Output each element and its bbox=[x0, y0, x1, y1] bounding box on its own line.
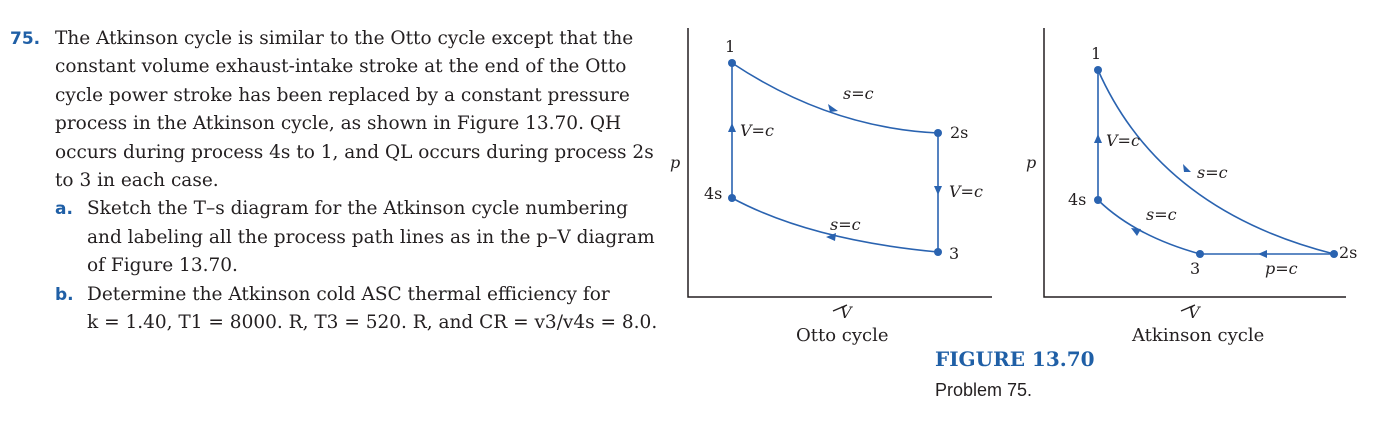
otto-process-label: s=c bbox=[830, 215, 861, 234]
part-b-line: Determine the Atkinson cold ASC thermal … bbox=[87, 283, 610, 305]
atkinson-arrow-expansion bbox=[1183, 164, 1191, 172]
part-b-label: b. bbox=[55, 284, 74, 305]
otto-process-label: V=c bbox=[740, 121, 774, 140]
otto-axes bbox=[687, 28, 992, 298]
problem-line: to 3 in each case. bbox=[55, 170, 219, 191]
otto-label-point-1: 1 bbox=[725, 37, 735, 56]
problem-line: process in the Atkinson cycle, as shown … bbox=[55, 113, 622, 135]
otto-diagram: p V Otto cycle 1 2s 3 4s s=c V=c V=c s=c bbox=[670, 28, 992, 346]
atkinson-label-point-2s: 2s bbox=[1339, 243, 1357, 262]
problem-line: cycle power stroke has been replaced by … bbox=[55, 84, 630, 106]
atkinson-arrow-heat bbox=[1094, 134, 1102, 143]
figure-subtitle: Problem 75. bbox=[935, 380, 1033, 400]
otto-process-label: V=c bbox=[949, 182, 983, 201]
figure-title: FIGURE 13.70 bbox=[935, 347, 1095, 371]
otto-point-4s bbox=[728, 194, 736, 202]
otto-arrow-compression bbox=[826, 233, 836, 241]
otto-caption: Otto cycle bbox=[796, 325, 889, 346]
otto-x-axis-strike bbox=[832, 304, 848, 312]
otto-arrow-heat bbox=[728, 123, 736, 132]
otto-process-label: s=c bbox=[843, 84, 874, 103]
atkinson-point-2s bbox=[1330, 250, 1338, 258]
otto-point-3 bbox=[934, 248, 942, 256]
otto-y-axis-label: p bbox=[670, 153, 680, 172]
atkinson-process-label: p=c bbox=[1265, 259, 1298, 278]
atkinson-isentropic-expansion bbox=[1097, 69, 1335, 255]
part-a-line: of Figure 13.70. bbox=[87, 255, 238, 277]
otto-isentropic-expansion bbox=[731, 62, 939, 134]
otto-point-2s bbox=[934, 129, 942, 137]
atkinson-point-3 bbox=[1196, 250, 1204, 258]
atkinson-diagram: p V Atkinson cycle 1 2s 3 4s V=c s=c s=c… bbox=[1026, 28, 1357, 346]
atkinson-arrow-pressure bbox=[1258, 250, 1267, 258]
atkinson-process-label: s=c bbox=[1146, 205, 1177, 224]
atkinson-x-axis-strike bbox=[1180, 304, 1196, 312]
atkinson-axes bbox=[1043, 28, 1346, 298]
otto-arrow-exhaust bbox=[934, 186, 942, 195]
problem-line: occurs during process 4s to 1, and QL oc… bbox=[55, 141, 654, 163]
otto-x-axis-label: V bbox=[840, 303, 853, 322]
part-b-line: k = 1.40, T1 = 8000. R, T3 = 520. R, and… bbox=[87, 312, 658, 333]
atkinson-label-point-4s: 4s bbox=[1068, 190, 1086, 209]
atkinson-point-1 bbox=[1094, 66, 1102, 74]
atkinson-x-axis-label: V bbox=[1188, 303, 1201, 322]
part-a-line: Sketch the T–s diagram for the Atkinson … bbox=[87, 198, 628, 220]
otto-label-point-2s: 2s bbox=[950, 123, 968, 142]
atkinson-isentropic-compression bbox=[1097, 199, 1201, 255]
problem-line: constant volume exhaust-intake stroke at… bbox=[55, 56, 627, 78]
part-a-label: a. bbox=[55, 199, 73, 220]
otto-label-point-4s: 4s bbox=[704, 184, 722, 203]
otto-arrow-expansion bbox=[828, 104, 838, 112]
otto-label-point-3: 3 bbox=[949, 244, 959, 263]
atkinson-point-4s bbox=[1094, 196, 1102, 204]
problem-line: The Atkinson cycle is similar to the Ott… bbox=[55, 28, 634, 49]
otto-isentropic-compression bbox=[731, 197, 939, 253]
atkinson-process-label: V=c bbox=[1106, 131, 1140, 150]
part-a-line: and labeling all the process path lines … bbox=[87, 226, 655, 248]
atkinson-arrow-compression bbox=[1131, 228, 1141, 236]
atkinson-process-label: s=c bbox=[1197, 163, 1228, 182]
atkinson-y-axis-label: p bbox=[1026, 153, 1036, 172]
problem-number: 75. bbox=[10, 29, 41, 49]
otto-point-1 bbox=[728, 59, 736, 67]
atkinson-label-point-1: 1 bbox=[1091, 44, 1101, 63]
atkinson-caption: Atkinson cycle bbox=[1131, 325, 1264, 346]
atkinson-label-point-3: 3 bbox=[1190, 259, 1200, 278]
